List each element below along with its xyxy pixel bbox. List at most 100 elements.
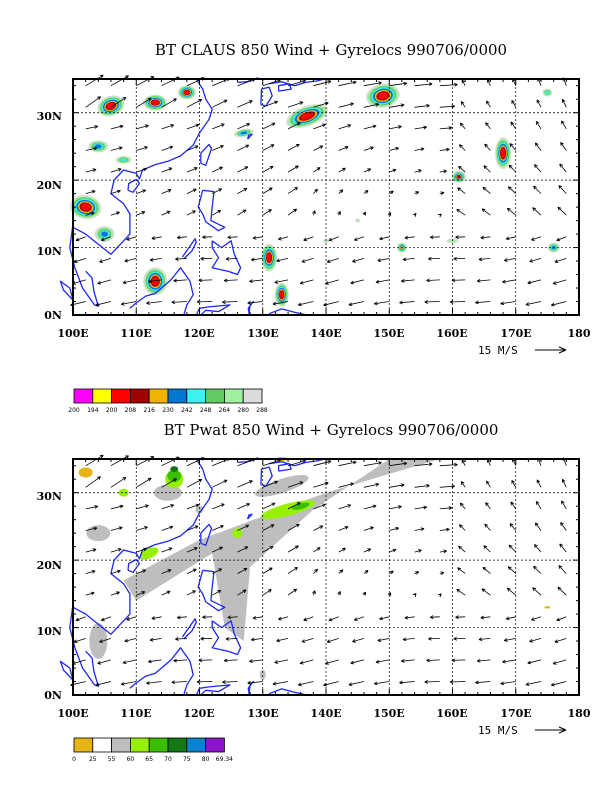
coastline xyxy=(197,189,226,232)
cloud-top-region xyxy=(151,100,159,105)
coastline xyxy=(277,463,292,472)
wind-vector xyxy=(363,102,380,108)
wind-vector xyxy=(301,638,314,643)
wind-vector xyxy=(85,526,98,531)
moisture-region xyxy=(86,525,111,542)
wind-vector xyxy=(557,206,567,216)
colorbar-label: 0 xyxy=(72,756,76,763)
wind-vector xyxy=(110,526,123,531)
wind-vector xyxy=(461,459,466,466)
wind-vector xyxy=(353,236,365,241)
wind-vector xyxy=(110,75,129,87)
wind-vector xyxy=(151,616,162,620)
colorbar-swatch xyxy=(242,388,263,404)
wind-vector xyxy=(287,187,298,194)
wind-vector xyxy=(110,591,120,596)
lon-label-180: 180 xyxy=(568,707,591,720)
wind-vector xyxy=(562,98,567,108)
wind-vector xyxy=(487,458,491,466)
wind-vector xyxy=(560,522,567,531)
wind-vector xyxy=(414,549,422,553)
lon-label-160e: 160E xyxy=(436,327,467,340)
wind-vector xyxy=(110,548,122,553)
wind-vector xyxy=(202,235,213,239)
wind-vector xyxy=(186,188,197,194)
wind-vector xyxy=(373,681,390,686)
wind-vector xyxy=(531,236,542,241)
wind-vector xyxy=(506,587,517,596)
colorbar-swatch xyxy=(73,388,94,404)
wind-vector xyxy=(274,279,289,284)
wind-vector xyxy=(85,168,97,173)
wind-vector xyxy=(274,659,289,664)
wind-vector xyxy=(85,125,99,130)
colorbar-swatch xyxy=(129,737,150,753)
lat-label-0n: 0N xyxy=(44,309,62,322)
coastline xyxy=(129,267,194,316)
wind-vector xyxy=(161,478,177,488)
wind-vector xyxy=(389,103,405,108)
coastline xyxy=(260,466,273,487)
cloud-top-region xyxy=(151,277,159,286)
wind-vector xyxy=(161,504,175,510)
wind-vector xyxy=(99,258,112,263)
wind-vector xyxy=(287,459,306,467)
colorbar-label: 248 xyxy=(200,407,212,414)
wind-vector xyxy=(313,80,332,87)
wind-vector xyxy=(313,481,329,488)
wind-vector xyxy=(352,638,365,643)
wind-vector xyxy=(212,503,225,510)
lon-label-120e: 120E xyxy=(183,707,214,720)
wind-vector xyxy=(328,236,339,242)
wind-vector xyxy=(287,143,300,151)
wind-vector xyxy=(110,97,127,108)
wind-vector xyxy=(511,99,517,108)
colorbar-label: 200 xyxy=(68,407,80,414)
wind-vector xyxy=(287,567,298,574)
wind-vector xyxy=(402,637,415,642)
wind-vector xyxy=(110,146,123,151)
wind-vector xyxy=(510,501,517,510)
panel-bottom-wind-vectors xyxy=(70,454,567,687)
wind-vector xyxy=(529,258,542,263)
wind-vector xyxy=(175,637,187,641)
panel-top: BT CLAUS 850 Wind + Gyrelocs 990706/0000… xyxy=(37,41,591,414)
wind-vector xyxy=(509,143,517,151)
wind-vector xyxy=(502,279,516,284)
wind-vector xyxy=(480,615,491,620)
wind-vector xyxy=(558,185,567,194)
wind-vector xyxy=(414,483,430,488)
wind-vector xyxy=(505,616,516,621)
wind-vector xyxy=(481,588,491,596)
wind-vector xyxy=(299,659,314,665)
wind-vector xyxy=(147,659,162,664)
cloud-top-region xyxy=(545,90,550,95)
wind-vector xyxy=(399,300,415,305)
wind-vector xyxy=(389,81,408,87)
cloud-top-region xyxy=(101,231,109,237)
wind-vector xyxy=(414,147,425,152)
colorbar-swatch xyxy=(73,737,94,753)
wind-vector xyxy=(299,279,314,285)
coastline xyxy=(195,684,231,696)
wind-vector xyxy=(313,568,318,574)
wind-vector xyxy=(326,638,339,643)
wind-vector xyxy=(557,586,567,596)
wind-vector xyxy=(561,500,567,510)
cloud-top-region xyxy=(266,253,272,262)
wind-vector xyxy=(338,482,354,488)
colorbar-swatch xyxy=(111,388,131,404)
wind-vector xyxy=(312,210,316,216)
wind-vector xyxy=(389,548,397,553)
wind-vector xyxy=(149,257,162,262)
moisture-region xyxy=(153,484,182,501)
coastline xyxy=(247,300,254,316)
wind-vector xyxy=(534,544,542,553)
wind-vector xyxy=(237,166,249,173)
wind-vector xyxy=(363,168,372,173)
wind-vector xyxy=(363,81,382,87)
wind-vector xyxy=(212,568,223,574)
wind-vector xyxy=(287,502,301,510)
wind-vector xyxy=(338,124,352,130)
wind-vector xyxy=(136,591,146,596)
